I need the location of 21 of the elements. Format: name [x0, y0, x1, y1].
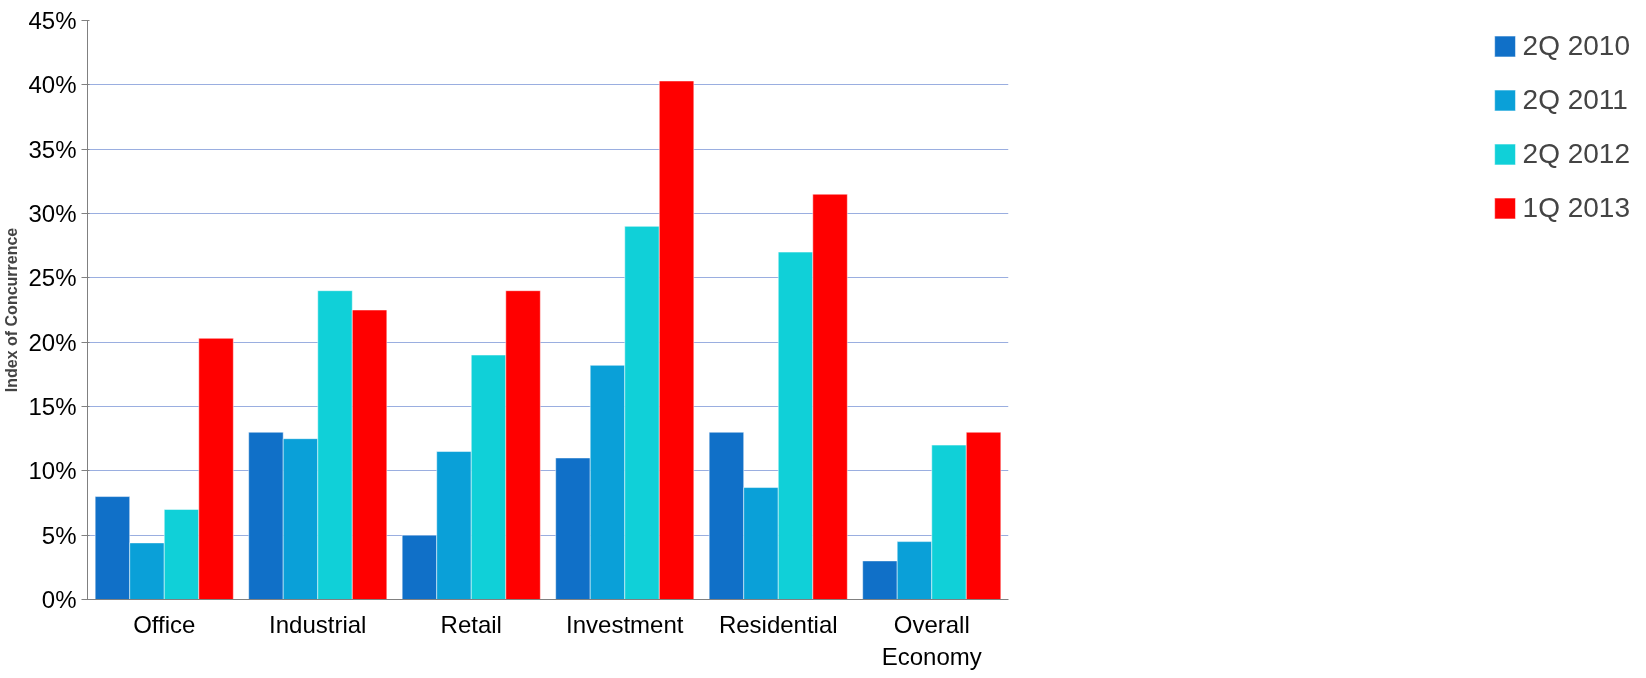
legend-label: 2Q 2010: [1522, 30, 1630, 62]
legend-label: 2Q 2012: [1522, 138, 1630, 170]
x-tick-label: Retail: [440, 610, 502, 638]
legend-label: 2Q 2011: [1522, 84, 1628, 116]
x-tick-label: Investment: [566, 610, 684, 638]
y-axis-title: Index of Concurrence: [3, 227, 21, 393]
x-tick-label: Industrial: [269, 610, 367, 638]
y-tick-label: 35%: [28, 135, 77, 163]
y-tick-label: 45%: [28, 7, 77, 34]
y-tick-label: 25%: [28, 264, 77, 292]
legend-label: 1Q 2013: [1522, 192, 1630, 224]
y-tick-label: 40%: [28, 71, 77, 99]
y-tick-label: 0%: [41, 586, 77, 613]
y-tick-label: 5%: [41, 521, 77, 549]
y-tick-label: 30%: [28, 200, 77, 227]
y-tick-label: 10%: [28, 457, 77, 485]
x-tick-label: Office: [133, 610, 196, 638]
x-tick-label: Residential: [718, 610, 838, 638]
x-tick-label: Overall Economy: [881, 610, 982, 670]
y-tick-label: 20%: [28, 328, 77, 356]
y-tick-label: 15%: [28, 393, 77, 420]
